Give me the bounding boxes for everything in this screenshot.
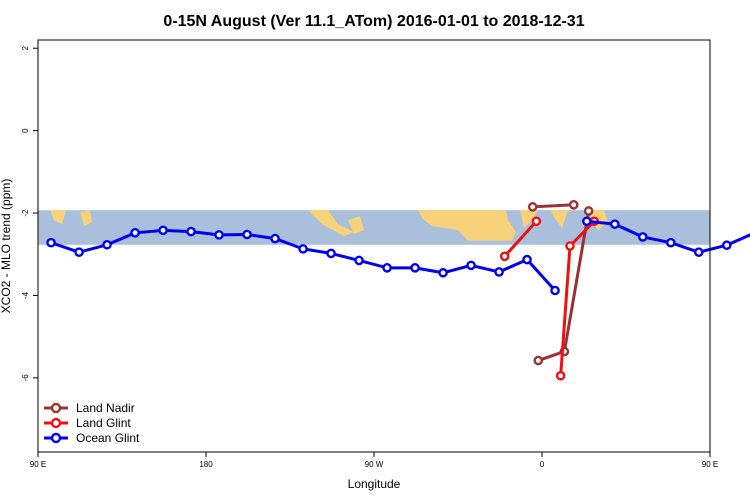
data-point: [214, 230, 224, 240]
x-tick-label: 90 E: [702, 460, 718, 469]
y-tick-label: 0: [21, 128, 30, 133]
x-tick-label: 0: [540, 460, 545, 469]
data-point: [158, 225, 168, 236]
data-point: [555, 370, 566, 381]
data-point: [666, 237, 676, 248]
data-point: [186, 226, 196, 237]
data-point: [522, 254, 532, 265]
data-point: [494, 267, 504, 277]
x-tick-label: 90 W: [365, 460, 384, 469]
land-mass: [80, 210, 92, 227]
data-point: [531, 216, 542, 227]
data-point: [74, 247, 84, 257]
data-point: [638, 232, 648, 242]
data-point: [533, 355, 544, 366]
x-axis-label: Longitude: [348, 477, 401, 491]
data-point: [46, 237, 56, 248]
data-point: [354, 255, 364, 266]
data-point: [550, 285, 560, 296]
data-point: [694, 247, 704, 257]
data-point: [130, 228, 140, 238]
data-point: [722, 240, 732, 250]
land-mass: [348, 216, 364, 235]
legend-label: Land Nadir: [76, 401, 135, 415]
plot-area: [38, 199, 750, 381]
data-point: [102, 239, 112, 250]
data-point: [565, 241, 575, 251]
data-point: [326, 248, 336, 259]
land-mass: [418, 210, 516, 241]
legend-marker: [50, 417, 62, 429]
plot-frame: [37, 39, 711, 453]
data-point: [270, 233, 280, 244]
data-point: [568, 199, 579, 210]
data-point: [527, 202, 538, 212]
data-point: [242, 229, 252, 240]
data-point: [582, 216, 592, 227]
y-axis-label: XCO2 - MLO trend (ppm): [0, 179, 13, 314]
data-point: [499, 251, 510, 262]
land-mass: [550, 210, 568, 229]
data-point: [410, 263, 420, 273]
ocean-band: [38, 210, 710, 245]
y-tick-label: -6: [21, 374, 30, 382]
data-point: [438, 267, 448, 278]
data-point: [466, 260, 476, 271]
x-tick-label: 90 E: [30, 460, 46, 469]
data-point: [298, 244, 308, 254]
series-line: [503, 220, 538, 258]
y-tick-label: -4: [21, 291, 30, 299]
legend-label: Land Glint: [76, 416, 131, 430]
legend-marker: [50, 402, 62, 414]
x-tick-label: 180: [199, 460, 213, 469]
chart-title: 0-15N August (Ver 11.1_ATom) 2016-01-01 …: [163, 13, 584, 30]
data-point: [610, 219, 620, 229]
land-mass: [308, 210, 354, 237]
land-mass: [520, 210, 538, 229]
series-line: [532, 203, 574, 209]
legend-marker: [50, 432, 62, 444]
y-tick-label: -2: [21, 209, 30, 217]
y-tick-label: 2: [21, 45, 30, 50]
land-mass: [50, 210, 66, 225]
legend-label: Ocean Glint: [76, 431, 140, 445]
data-point: [382, 263, 392, 273]
data-point: [583, 206, 594, 216]
